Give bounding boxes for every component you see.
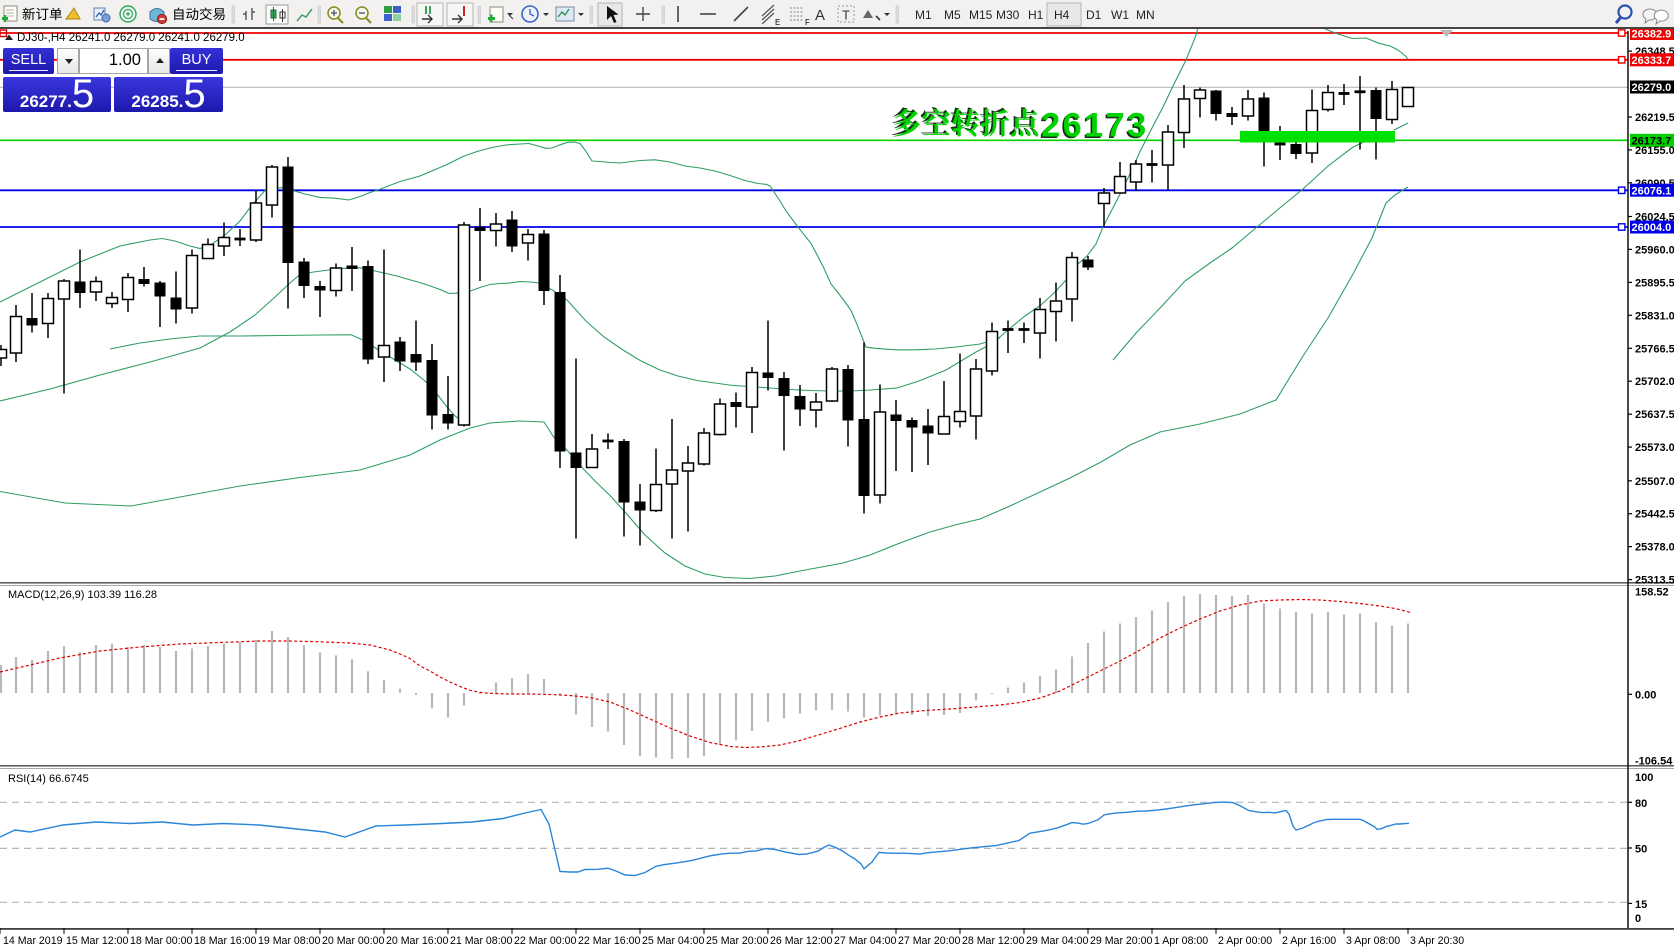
svg-text:26382.9: 26382.9 bbox=[1632, 29, 1672, 41]
svg-text:18 Mar 00:00: 18 Mar 00:00 bbox=[130, 935, 193, 947]
svg-text:25573.0: 25573.0 bbox=[1635, 442, 1674, 454]
svg-text:22 Mar 16:00: 22 Mar 16:00 bbox=[578, 935, 641, 947]
svg-text:W1: W1 bbox=[1111, 8, 1129, 22]
svg-text:15 Mar 12:00: 15 Mar 12:00 bbox=[66, 935, 129, 947]
svg-text:29 Mar 04:00: 29 Mar 04:00 bbox=[1026, 935, 1089, 947]
svg-text:-106.54: -106.54 bbox=[1635, 755, 1673, 767]
svg-text:21 Mar 08:00: 21 Mar 08:00 bbox=[450, 935, 513, 947]
svg-text:22 Mar 00:00: 22 Mar 00:00 bbox=[514, 935, 577, 947]
svg-text:E: E bbox=[775, 18, 780, 27]
svg-text:27 Mar 04:00: 27 Mar 04:00 bbox=[834, 935, 897, 947]
svg-text:158.52: 158.52 bbox=[1635, 587, 1669, 599]
svg-text:M5: M5 bbox=[944, 8, 961, 22]
svg-text:25831.0: 25831.0 bbox=[1635, 310, 1674, 322]
svg-text:25 Mar 04:00: 25 Mar 04:00 bbox=[642, 935, 705, 947]
svg-text:26333.7: 26333.7 bbox=[1632, 55, 1672, 67]
svg-text:26076.1: 26076.1 bbox=[1632, 185, 1672, 197]
svg-text:15: 15 bbox=[1635, 899, 1647, 911]
svg-text:80: 80 bbox=[1635, 798, 1647, 810]
svg-text:25960.0: 25960.0 bbox=[1635, 244, 1674, 256]
svg-text:F: F bbox=[805, 18, 810, 27]
svg-text:28 Mar 12:00: 28 Mar 12:00 bbox=[962, 935, 1025, 947]
svg-text:26279.0: 26279.0 bbox=[1632, 82, 1672, 94]
svg-text:25702.0: 25702.0 bbox=[1635, 376, 1674, 388]
svg-text:1 Apr 08:00: 1 Apr 08:00 bbox=[1154, 935, 1208, 947]
svg-text:0: 0 bbox=[1635, 913, 1641, 925]
svg-text:MN: MN bbox=[1136, 8, 1155, 22]
svg-text:0.00: 0.00 bbox=[1635, 689, 1656, 701]
svg-text:2 Apr 00:00: 2 Apr 00:00 bbox=[1218, 935, 1272, 947]
svg-text:19 Mar 08:00: 19 Mar 08:00 bbox=[258, 935, 321, 947]
svg-text:25 Mar 20:00: 25 Mar 20:00 bbox=[706, 935, 769, 947]
svg-text:M1: M1 bbox=[915, 8, 932, 22]
svg-text:3 Apr 20:30: 3 Apr 20:30 bbox=[1410, 935, 1464, 947]
svg-text:D1: D1 bbox=[1086, 8, 1102, 22]
svg-text:20 Mar 16:00: 20 Mar 16:00 bbox=[386, 935, 449, 947]
svg-text:20 Mar 00:00: 20 Mar 00:00 bbox=[322, 935, 385, 947]
svg-text:H1: H1 bbox=[1028, 8, 1044, 22]
svg-text:T: T bbox=[842, 8, 850, 23]
svg-text:26173.7: 26173.7 bbox=[1632, 136, 1672, 148]
svg-text:29 Mar 20:00: 29 Mar 20:00 bbox=[1090, 935, 1153, 947]
svg-text:14 Mar 2019: 14 Mar 2019 bbox=[3, 935, 63, 947]
svg-text:2 Apr 16:00: 2 Apr 16:00 bbox=[1282, 935, 1336, 947]
svg-text:25637.5: 25637.5 bbox=[1635, 409, 1674, 421]
svg-text:25507.0: 25507.0 bbox=[1635, 476, 1674, 488]
svg-text:25766.5: 25766.5 bbox=[1635, 343, 1674, 355]
svg-text:25442.5: 25442.5 bbox=[1635, 509, 1674, 521]
svg-text:RSI(14) 66.6745: RSI(14) 66.6745 bbox=[8, 773, 89, 785]
svg-text:25313.5: 25313.5 bbox=[1635, 575, 1674, 587]
svg-text:26219.5: 26219.5 bbox=[1635, 112, 1674, 124]
svg-text:26155.0: 26155.0 bbox=[1635, 145, 1674, 157]
svg-text:25895.5: 25895.5 bbox=[1635, 277, 1674, 289]
svg-text:50: 50 bbox=[1635, 844, 1647, 856]
svg-text:3 Apr 08:00: 3 Apr 08:00 bbox=[1346, 935, 1400, 947]
svg-text:A: A bbox=[815, 7, 825, 24]
svg-text:26 Mar 12:00: 26 Mar 12:00 bbox=[770, 935, 833, 947]
svg-text:26173: 26173 bbox=[1041, 106, 1149, 144]
svg-text:26173: 26173 bbox=[1040, 108, 1148, 146]
svg-text:27 Mar 20:00: 27 Mar 20:00 bbox=[898, 935, 961, 947]
svg-text:26004.0: 26004.0 bbox=[1632, 222, 1672, 234]
svg-text:H4: H4 bbox=[1054, 8, 1070, 22]
svg-text:MACD(12,26,9) 103.39 116.28: MACD(12,26,9) 103.39 116.28 bbox=[8, 589, 157, 601]
svg-text:18 Mar 16:00: 18 Mar 16:00 bbox=[194, 935, 257, 947]
svg-text:25378.0: 25378.0 bbox=[1635, 542, 1674, 554]
svg-text:100: 100 bbox=[1635, 772, 1653, 784]
svg-text:M15: M15 bbox=[969, 8, 993, 22]
svg-text:M30: M30 bbox=[996, 8, 1020, 22]
svg-text:DJ30-,H4 26241.0 26279.0 2624: DJ30-,H4 26241.0 26279.0 26241.0 26279.0 bbox=[17, 32, 245, 44]
